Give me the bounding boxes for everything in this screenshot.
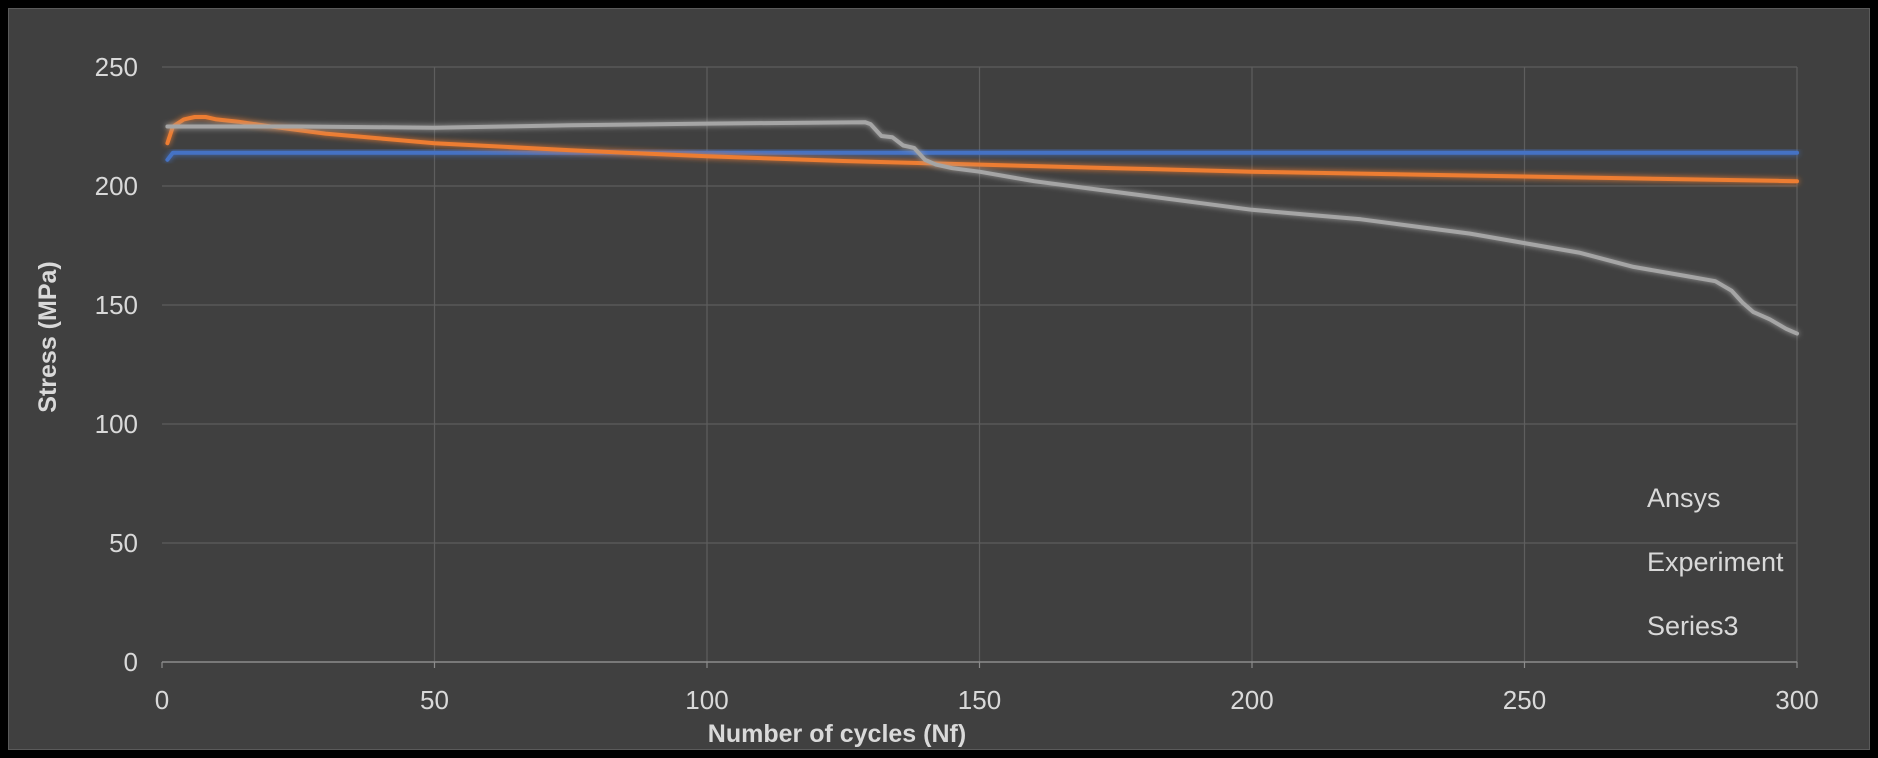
- legend-label-experiment: Experiment: [1647, 547, 1784, 577]
- x-axis-title: Number of cycles (Nf): [708, 720, 966, 748]
- gridlines: [162, 66, 1798, 662]
- y-tick-label: 250: [95, 52, 138, 82]
- y-tick-label: 50: [109, 528, 138, 558]
- y-tick-label: 200: [95, 171, 138, 201]
- series-lines: [165, 115, 1799, 336]
- x-tick-label: 150: [958, 685, 1001, 715]
- x-tick-label: 50: [420, 685, 449, 715]
- series-line-ansys: [165, 150, 1799, 162]
- y-axis-title: Stress (MPa): [34, 261, 62, 412]
- series-line-experiment: [165, 115, 1799, 184]
- x-tick-label: 100: [685, 685, 728, 715]
- x-tick-label: 0: [155, 685, 169, 715]
- x-tick-label: 300: [1775, 685, 1818, 715]
- series-line-series3: [165, 120, 1799, 336]
- legend: Ansys Experiment Series3: [1591, 483, 1784, 641]
- axes: 0 50 100 150 200 250 0 50 100 150 200 250 300: [95, 52, 1819, 715]
- y-tick-label: 100: [95, 409, 138, 439]
- line-chart: 0 50 100 150 200 250 0 50 100 150 200 250 300 Ansys E…: [34, 52, 1819, 748]
- legend-label-series3: Series3: [1647, 611, 1739, 641]
- legend-label-ansys: Ansys: [1647, 483, 1721, 513]
- x-tick-label: 200: [1230, 685, 1273, 715]
- x-tick-label: 250: [1503, 685, 1546, 715]
- y-tick-label: 0: [124, 647, 138, 677]
- y-tick-label: 150: [95, 290, 138, 320]
- chart-frame: 0 50 100 150 200 250 0 50 100 150 200 250 300 Ansys E…: [8, 8, 1870, 750]
